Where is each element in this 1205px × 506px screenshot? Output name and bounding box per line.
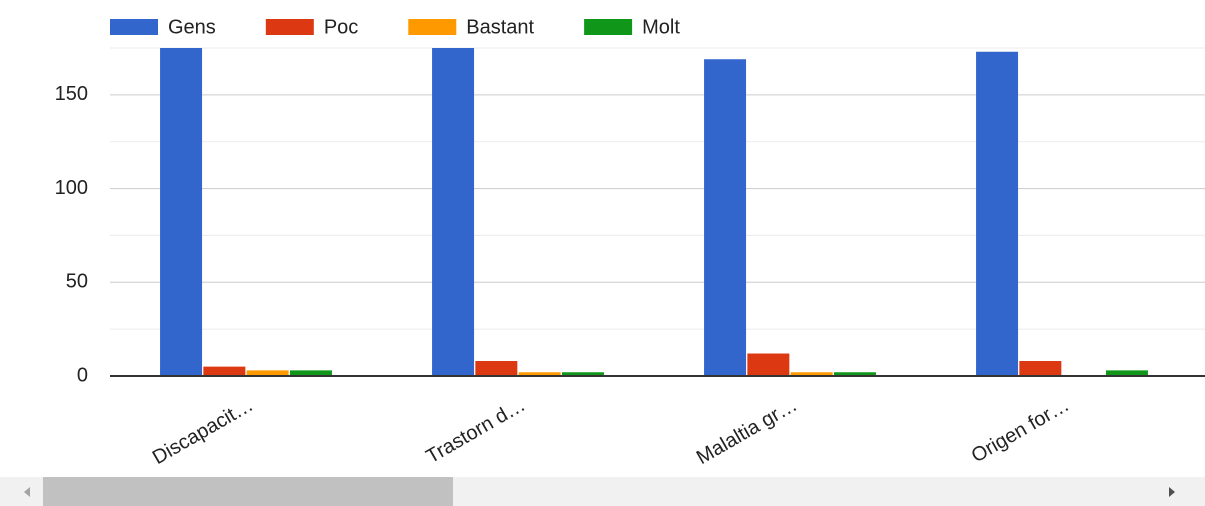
bar bbox=[475, 361, 518, 376]
scroll-thumb[interactable] bbox=[43, 477, 453, 506]
legend-swatch bbox=[584, 19, 633, 35]
bar bbox=[289, 370, 332, 376]
legend-swatch bbox=[265, 19, 314, 35]
bar bbox=[246, 370, 289, 376]
y-tick-label: 150 bbox=[55, 83, 88, 105]
bar bbox=[160, 48, 203, 377]
scroll-right-arrow[interactable] bbox=[1169, 487, 1175, 497]
bar bbox=[704, 59, 747, 376]
bar bbox=[561, 372, 604, 376]
bar bbox=[976, 51, 1019, 377]
legend-label: Molt bbox=[642, 16, 680, 38]
y-tick-label: 50 bbox=[66, 271, 88, 293]
bar bbox=[833, 372, 876, 376]
bar bbox=[747, 353, 790, 376]
y-tick-label: 0 bbox=[77, 364, 88, 386]
x-tick-label: Origen for… bbox=[968, 394, 1073, 468]
legend-label: Bastant bbox=[466, 16, 534, 38]
bar bbox=[432, 48, 475, 377]
scroll-left-arrow[interactable] bbox=[24, 487, 30, 497]
legend-label: Poc bbox=[324, 16, 358, 38]
plot bbox=[160, 48, 1148, 377]
x-tick-label: Trastorn d… bbox=[423, 394, 530, 468]
legend-label: Gens bbox=[168, 16, 216, 38]
y-tick-label: 100 bbox=[55, 177, 88, 199]
bar bbox=[518, 372, 561, 376]
legend-swatch bbox=[110, 19, 158, 35]
bar bbox=[1019, 361, 1062, 376]
scrollbar[interactable] bbox=[0, 477, 1205, 506]
bar bbox=[203, 366, 246, 376]
x-tick-label: Malaltia gr… bbox=[693, 394, 801, 469]
x-tick-label: Discapacit… bbox=[149, 394, 257, 469]
legend-swatch bbox=[408, 19, 457, 35]
bar bbox=[1105, 370, 1148, 376]
bar bbox=[790, 372, 833, 376]
